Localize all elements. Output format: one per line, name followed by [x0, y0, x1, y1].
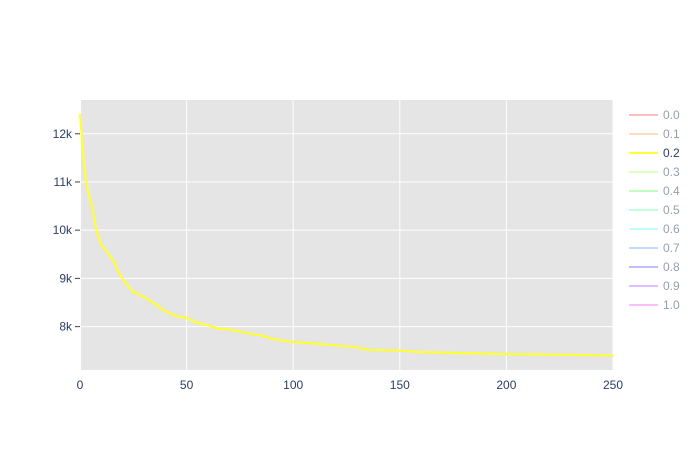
legend-item-0.0[interactable]: 0.0: [629, 108, 680, 122]
legend-item-1.0[interactable]: 1.0: [629, 298, 680, 312]
y-tick-label: 10k: [53, 223, 73, 237]
legend-label: 0.0: [663, 108, 680, 122]
legend-item-0.1[interactable]: 0.1: [629, 127, 680, 141]
x-tick-label: 200: [496, 378, 516, 392]
legend-item-0.3[interactable]: 0.3: [629, 165, 680, 179]
legend-label: 0.3: [663, 165, 680, 179]
legend-item-0.9[interactable]: 0.9: [629, 279, 680, 293]
legend-label: 0.7: [663, 241, 680, 255]
legend-item-0.7[interactable]: 0.7: [629, 241, 680, 255]
legend-item-0.8[interactable]: 0.8: [629, 260, 680, 274]
x-tick-label: 250: [603, 378, 623, 392]
legend-label: 0.4: [663, 184, 680, 198]
y-tick-label: 12k: [53, 127, 73, 141]
plot-background: [80, 100, 613, 370]
legend[interactable]: 0.0 0.1 0.2 0.3 0.4 0.5 0.6 0.7 0.8 0.9 1.0: [629, 108, 680, 312]
legend-item-0.2[interactable]: 0.2: [629, 146, 680, 160]
x-tick-label: 50: [180, 378, 194, 392]
legend-item-0.5[interactable]: 0.5: [629, 203, 680, 217]
y-tick-label: 9k: [59, 271, 73, 285]
series-lines: [78, 113, 615, 357]
legend-label: 0.8: [663, 260, 680, 274]
legend-label: 0.5: [663, 203, 680, 217]
y-tick-label: 11k: [54, 175, 73, 189]
x-tick-label: 100: [283, 378, 303, 392]
legend-label: 1.0: [663, 298, 680, 312]
legend-label: 0.6: [663, 222, 680, 236]
legend-label: 0.2: [663, 146, 680, 160]
legend-item-0.4[interactable]: 0.4: [629, 184, 680, 198]
x-tick-label: 150: [390, 378, 410, 392]
legend-item-0.6[interactable]: 0.6: [629, 222, 680, 236]
legend-label: 0.1: [663, 127, 680, 141]
y-tick-label: 8k: [59, 320, 73, 334]
series-line-0.2: [78, 113, 615, 357]
x-tick-label: 0: [77, 378, 84, 392]
grid-lines: [79, 100, 614, 370]
axis-ticks: 0 50 100 150 200 250 8k 9k 10k 11k 12k: [53, 127, 624, 392]
legend-label: 0.9: [663, 279, 680, 293]
